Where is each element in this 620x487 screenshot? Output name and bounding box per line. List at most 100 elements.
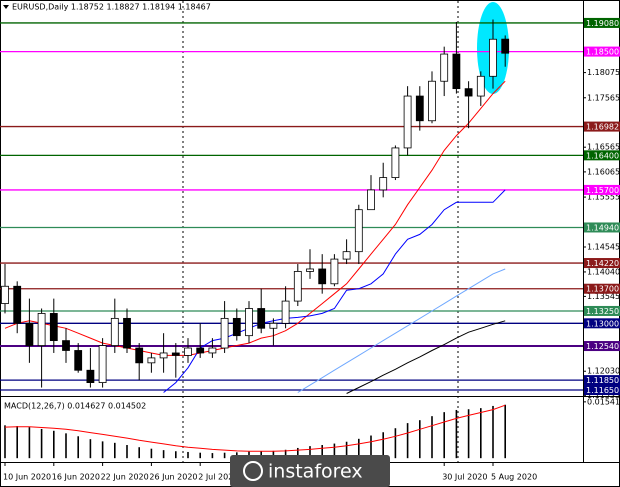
level-label-box xyxy=(584,385,620,396)
y-tick-label: 1.16565 xyxy=(587,143,620,152)
level-label: 1.18500 xyxy=(586,48,619,57)
candle-body xyxy=(245,308,253,337)
level-label: 1.11650 xyxy=(586,386,619,395)
indicator-line xyxy=(4,80,506,356)
candle-body xyxy=(86,369,95,383)
candle-body xyxy=(391,147,400,178)
candle-body xyxy=(306,268,314,272)
candle-body xyxy=(293,271,302,302)
candle-body xyxy=(159,352,168,359)
level-label: 1.15700 xyxy=(586,186,619,195)
menu-icon xyxy=(3,5,9,9)
candle-body xyxy=(171,352,180,356)
candle-body xyxy=(403,95,412,149)
candle-body xyxy=(452,53,461,90)
candle-body xyxy=(464,88,473,97)
candle-body xyxy=(354,209,363,253)
watermark: instaforex xyxy=(268,461,363,483)
y-tick-label: 1.18075 xyxy=(587,68,620,77)
candle-body xyxy=(440,53,449,82)
candle-body xyxy=(220,317,229,349)
y-tick-label: 1.15555 xyxy=(587,193,620,202)
candle-body xyxy=(123,317,131,349)
x-tick-label: 30 Jul 2020 xyxy=(442,473,487,482)
y-tick-label: 1.11535 xyxy=(587,391,620,400)
candle-body xyxy=(330,258,339,285)
macd-signal xyxy=(4,404,506,452)
candle-body xyxy=(184,347,192,356)
level-label-box xyxy=(584,341,620,352)
candle-body xyxy=(379,177,388,191)
macd-y-tick-label: 0.015418 xyxy=(587,397,620,406)
layers: 1.18075 1.17565 1.16565 1.16065 1.15555 1.145… xyxy=(0,17,620,482)
level-label-box xyxy=(584,318,620,329)
level-label-box xyxy=(584,305,620,316)
chart-title: EURUSD,Daily 1.18752 1.18827 1.18194 1.1… xyxy=(12,3,211,12)
candle-body xyxy=(208,347,217,354)
candle-body xyxy=(428,80,436,122)
level-label: 1.11850 xyxy=(586,376,619,385)
level-label: 1.13250 xyxy=(586,307,619,316)
candle-body xyxy=(98,345,107,383)
level-label: 1.12540 xyxy=(586,342,619,351)
candle-body xyxy=(74,350,83,371)
level-label-box xyxy=(584,184,620,195)
indicator-line xyxy=(297,268,506,393)
level-label: 1.16982 xyxy=(586,123,619,132)
watermark-logo xyxy=(243,461,263,481)
candle-body xyxy=(147,357,156,364)
candle-body xyxy=(196,347,205,354)
watermark-box xyxy=(230,455,390,487)
y-tick-label: 1.17565 xyxy=(587,93,620,102)
candle-body xyxy=(489,38,497,77)
indicator-line xyxy=(163,189,506,393)
x-tick-label: 26 Jun 2020 xyxy=(149,473,197,482)
macd-title: MACD(12,26,7) 0.014627 0.014502 xyxy=(4,402,146,411)
candle-body xyxy=(13,285,22,324)
x-tick-label: 5 Aug 2020 xyxy=(491,473,537,482)
candle-body xyxy=(281,300,290,324)
level-label-box xyxy=(584,222,620,233)
level-label-box xyxy=(584,150,620,161)
candle-body xyxy=(110,317,119,346)
candle-body xyxy=(367,189,375,211)
level-label-box xyxy=(584,46,620,57)
candle-body xyxy=(49,313,58,342)
level-label: 1.14940 xyxy=(586,223,619,232)
candle-body xyxy=(25,322,34,346)
level-label: 1.13700 xyxy=(586,285,619,294)
candle-body xyxy=(135,347,144,364)
y-tick-label: 1.12030 xyxy=(587,367,620,376)
candle-body xyxy=(318,268,327,285)
candle-body xyxy=(342,251,351,260)
y-tick-label: 1.13545 xyxy=(587,292,620,301)
level-label: 1.16400 xyxy=(586,151,619,160)
candle-body xyxy=(415,95,424,122)
indicator-line xyxy=(346,320,506,394)
x-tick-label: 16 Jun 2020 xyxy=(52,473,100,482)
candle-body xyxy=(269,322,278,329)
candle-body xyxy=(476,75,485,97)
candle-body xyxy=(501,38,510,54)
y-tick-label: 1.14040 xyxy=(587,267,620,276)
level-label-box xyxy=(584,375,620,386)
candle-body xyxy=(1,285,9,304)
y-tick-label: 1.14545 xyxy=(587,242,620,251)
level-label: 1.14220 xyxy=(586,259,619,268)
candle-body xyxy=(37,313,46,346)
level-label-box xyxy=(584,121,620,132)
y-tick-label: 1.16065 xyxy=(587,167,620,176)
x-tick-label: 2 Jul 2020 xyxy=(198,473,238,482)
level-label-box xyxy=(584,283,620,294)
x-tick-label: 10 Jun 2020 xyxy=(3,473,51,482)
candle-body xyxy=(232,317,241,337)
x-tick-label: 22 Jun 2020 xyxy=(101,473,149,482)
candle-body xyxy=(257,308,266,329)
level-label: 1.19080 xyxy=(586,19,619,28)
level-label: 1.13000 xyxy=(586,319,619,328)
level-label-box xyxy=(584,17,620,28)
level-label-box xyxy=(584,258,620,269)
